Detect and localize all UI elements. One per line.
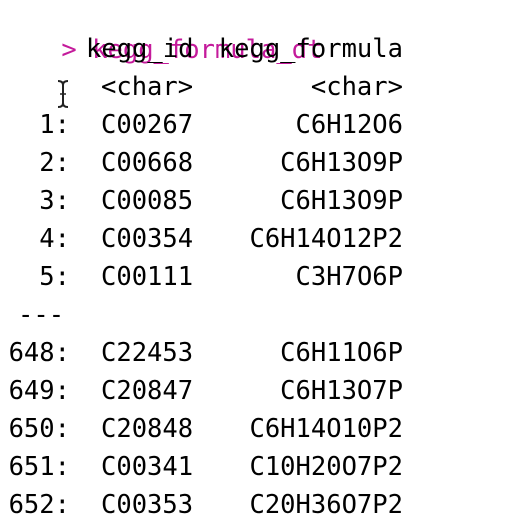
table-row: 3: C00085 C6H13O9P: [0, 182, 506, 220]
table-type-row: <char> <char>: [0, 68, 506, 106]
kegg-id-cell: C22453: [101, 338, 194, 368]
kegg-formula-cell: C6H12O6: [295, 110, 403, 140]
row-index: 1:: [39, 110, 70, 140]
table-row: 649: C20847 C6H13O7P: [0, 372, 506, 410]
kegg-id-cell: C00111: [101, 262, 194, 292]
column-header-kegg-formula: kegg_formula: [218, 34, 403, 64]
table-header-row: kegg_id kegg_formula: [0, 30, 506, 68]
row-index: 648:: [8, 338, 70, 368]
row-index: 5:: [39, 262, 70, 292]
kegg-id-cell: C00353: [101, 490, 194, 520]
table-row: 5: C00111 C3H7O6P: [0, 258, 506, 296]
table-row: 4: C00354 C6H14O12P2: [0, 220, 506, 258]
kegg-id-cell: C00267: [101, 110, 194, 140]
kegg-formula-cell: C6H14O12P2: [249, 224, 403, 254]
row-index: 4:: [39, 224, 70, 254]
row-index: 649:: [8, 376, 70, 406]
kegg-id-cell: C00668: [101, 148, 194, 178]
separator-text: ---: [18, 300, 65, 330]
console-prompt: >: [61, 35, 93, 65]
console-command: kegg_formula_dt: [92, 35, 323, 65]
row-index: 652:: [8, 490, 70, 520]
row-index: 651:: [8, 452, 70, 482]
table-row: 651: C00341 C10H20O7P2: [0, 448, 506, 486]
column-type-kegg-id: <char>: [101, 72, 194, 102]
table-row: 648: C22453 C6H11O6P: [0, 334, 506, 372]
kegg-id-cell: C20847: [101, 376, 194, 406]
kegg-formula-cell: C6H11O6P: [280, 338, 403, 368]
kegg-id-cell: C00085: [101, 186, 194, 216]
kegg-formula-cell: C20H36O7P2: [249, 490, 403, 520]
row-index: 650:: [8, 414, 70, 444]
row-index: 2:: [39, 148, 70, 178]
kegg-formula-cell: C3H7O6P: [295, 262, 403, 292]
row-index: 3:: [39, 186, 70, 216]
table-row: 2: C00668 C6H13O9P: [0, 144, 506, 182]
column-type-kegg-formula: <char>: [310, 72, 403, 102]
text-cursor-icon: [56, 79, 70, 109]
kegg-id-cell: C00354: [101, 224, 194, 254]
table-row: 652: C00353 C20H36O7P2: [0, 486, 506, 524]
kegg-id-cell: C00341: [101, 452, 194, 482]
table-row: 650: C20848 C6H14O10P2: [0, 410, 506, 448]
column-header-kegg-id: kegg_id: [86, 34, 194, 64]
kegg-id-cell: C20848: [101, 414, 194, 444]
kegg-formula-cell: C6H13O7P: [280, 376, 403, 406]
kegg-formula-cell: C6H14O10P2: [249, 414, 403, 444]
kegg-formula-cell: C10H20O7P2: [249, 452, 403, 482]
kegg-formula-cell: C6H13O9P: [280, 148, 403, 178]
console-command-line[interactable]: > kegg_formula_dt: [0, 0, 322, 65]
table-row: 1: C00267 C6H12O6: [0, 106, 506, 144]
kegg-formula-cell: C6H13O9P: [280, 186, 403, 216]
